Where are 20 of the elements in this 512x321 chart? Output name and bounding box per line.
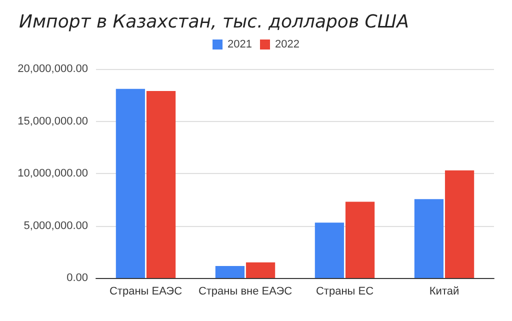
x-tick-label: Страны вне ЕАЭС [198,286,292,298]
x-tick-label: Страны ЕС [316,286,374,298]
x-tick-label: Страны ЕАЭС [109,286,182,298]
y-tick-label: 5,000,000.00 [24,220,88,232]
bar [314,222,344,278]
chart-title: Импорт в Казахстан, тыс. долларов США [19,12,409,32]
y-tick-label: 0.00 [66,272,88,284]
bar [246,262,276,278]
y-tick-label: 10,000,000.00 [18,168,88,180]
bar [414,199,444,278]
bar [345,202,375,278]
legend-label: 2021 [228,38,252,50]
legend-label: 2022 [275,38,300,50]
bar [116,88,146,278]
bar [146,90,176,278]
bar [444,170,474,278]
bar [215,266,245,278]
y-tick-label: 20,000,000.00 [18,63,88,75]
x-tick-label: Китай [429,286,460,298]
y-tick-label: 15,000,000.00 [18,115,88,128]
